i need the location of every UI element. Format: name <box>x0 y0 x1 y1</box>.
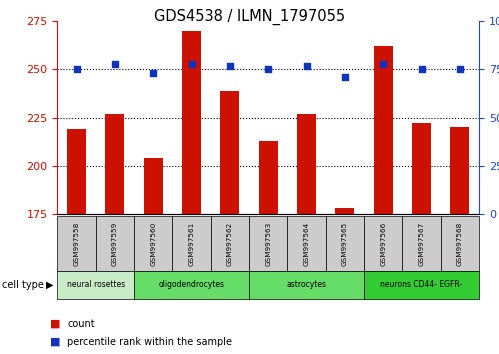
Text: cell type: cell type <box>2 280 44 290</box>
Point <box>149 70 157 76</box>
Bar <box>374 46 393 214</box>
Bar <box>144 158 163 214</box>
Point <box>456 67 464 72</box>
Point <box>188 61 196 67</box>
Text: GSM997568: GSM997568 <box>457 221 463 266</box>
FancyBboxPatch shape <box>211 216 249 271</box>
Text: GSM997566: GSM997566 <box>380 221 386 266</box>
Point <box>72 67 80 72</box>
Text: GSM997559: GSM997559 <box>112 221 118 266</box>
Text: neural rosettes: neural rosettes <box>66 280 125 290</box>
FancyBboxPatch shape <box>364 216 402 271</box>
Text: GSM997561: GSM997561 <box>189 221 195 266</box>
Text: ■: ■ <box>50 319 60 329</box>
Text: ▶: ▶ <box>46 280 54 290</box>
Bar <box>258 141 278 214</box>
Bar <box>67 129 86 214</box>
FancyBboxPatch shape <box>249 271 364 299</box>
Text: GSM997563: GSM997563 <box>265 221 271 266</box>
Point <box>226 63 234 68</box>
FancyBboxPatch shape <box>134 271 249 299</box>
Text: GSM997565: GSM997565 <box>342 221 348 266</box>
Bar <box>450 127 470 214</box>
Text: GSM997564: GSM997564 <box>303 221 309 266</box>
Text: count: count <box>67 319 95 329</box>
Bar <box>335 209 354 214</box>
Point <box>418 67 426 72</box>
Text: GSM997558: GSM997558 <box>73 221 79 266</box>
Bar <box>297 114 316 214</box>
Bar <box>182 31 201 214</box>
Text: oligodendrocytes: oligodendrocytes <box>159 280 225 290</box>
Text: GDS4538 / ILMN_1797055: GDS4538 / ILMN_1797055 <box>154 9 345 25</box>
Point <box>341 74 349 80</box>
Text: neurons CD44- EGFR-: neurons CD44- EGFR- <box>380 280 463 290</box>
FancyBboxPatch shape <box>364 271 479 299</box>
Bar <box>105 114 124 214</box>
Bar <box>220 91 240 214</box>
Point <box>111 61 119 67</box>
Text: percentile rank within the sample: percentile rank within the sample <box>67 337 233 347</box>
FancyBboxPatch shape <box>249 216 287 271</box>
FancyBboxPatch shape <box>172 216 211 271</box>
Point <box>302 63 310 68</box>
Point <box>379 61 387 67</box>
FancyBboxPatch shape <box>57 216 96 271</box>
FancyBboxPatch shape <box>287 216 326 271</box>
FancyBboxPatch shape <box>134 216 172 271</box>
Text: GSM997567: GSM997567 <box>419 221 425 266</box>
Bar <box>412 124 431 214</box>
FancyBboxPatch shape <box>326 216 364 271</box>
FancyBboxPatch shape <box>57 271 134 299</box>
FancyBboxPatch shape <box>441 216 479 271</box>
Text: astrocytes: astrocytes <box>286 280 326 290</box>
Point <box>264 67 272 72</box>
Text: GSM997562: GSM997562 <box>227 221 233 266</box>
FancyBboxPatch shape <box>96 216 134 271</box>
Text: ■: ■ <box>50 337 60 347</box>
Text: GSM997560: GSM997560 <box>150 221 156 266</box>
FancyBboxPatch shape <box>402 216 441 271</box>
